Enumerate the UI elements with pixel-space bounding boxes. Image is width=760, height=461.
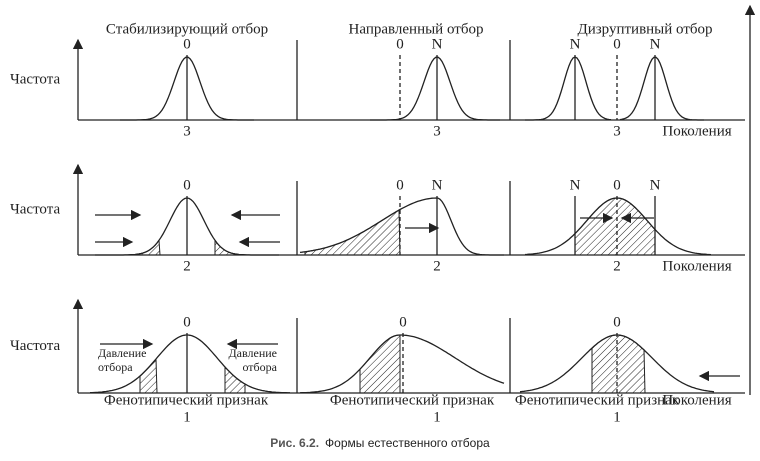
label: Частота: [10, 71, 60, 87]
label: 0: [613, 177, 621, 193]
label: 3: [613, 123, 621, 139]
label: отбора: [98, 360, 133, 374]
curve: [89, 334, 290, 394]
hatched-area: [304, 209, 401, 256]
label: Фенотипический признак: [330, 392, 495, 408]
label: N: [650, 177, 661, 193]
label: 0: [613, 36, 621, 52]
label: 1: [613, 409, 621, 425]
label: Частота: [10, 338, 60, 354]
label: N: [570, 177, 581, 193]
label: Поколения: [662, 123, 731, 139]
label: N: [570, 36, 581, 52]
label: 0: [183, 177, 191, 193]
label: 0: [183, 36, 191, 52]
label: Стабилизирующий отбор: [106, 21, 268, 37]
curve: [299, 334, 505, 394]
curve: [299, 197, 504, 256]
caption-number: Рис. 6.2.: [270, 436, 319, 450]
label: 3: [433, 123, 441, 139]
label: Дизруптивный отбор: [577, 21, 712, 37]
label: Поколения: [662, 392, 731, 408]
hatched-area: [359, 334, 401, 394]
label: N: [432, 177, 443, 193]
curve: [524, 197, 712, 256]
label: Давление: [228, 346, 277, 360]
caption-text: Формы естественного отбора: [325, 436, 490, 450]
hatched-area: [574, 197, 656, 256]
label: N: [432, 36, 443, 52]
curves: [72, 4, 756, 395]
label: 0: [396, 177, 404, 193]
label: 0: [183, 314, 191, 330]
label: отбора: [242, 360, 277, 374]
label: 3: [183, 123, 191, 139]
label: Частота: [10, 201, 60, 217]
label: Давление: [98, 346, 147, 360]
hatched-area: [139, 357, 158, 394]
label: 0: [613, 314, 621, 330]
label: 1: [433, 409, 441, 425]
label: Направленный отбор: [349, 21, 484, 37]
label: 2: [433, 258, 441, 274]
label: N: [650, 36, 661, 52]
caption: Рис. 6.2. Формы естественного отбора: [270, 436, 490, 450]
label: Фенотипический признак: [104, 392, 269, 408]
label: 2: [183, 258, 191, 274]
label: 0: [399, 314, 407, 330]
labels: Стабилизирующий отбор Направленный отбор Д…: [10, 21, 732, 450]
curve: [619, 56, 704, 121]
label: 0: [396, 36, 404, 52]
label: Фенотипический признак: [515, 392, 680, 408]
curve: [370, 56, 500, 121]
hatched-area: [214, 238, 241, 256]
label: 2: [613, 258, 621, 274]
label: Поколения: [662, 258, 731, 274]
label: 1: [183, 409, 191, 425]
hatched-area: [134, 238, 161, 256]
curve: [525, 56, 612, 121]
